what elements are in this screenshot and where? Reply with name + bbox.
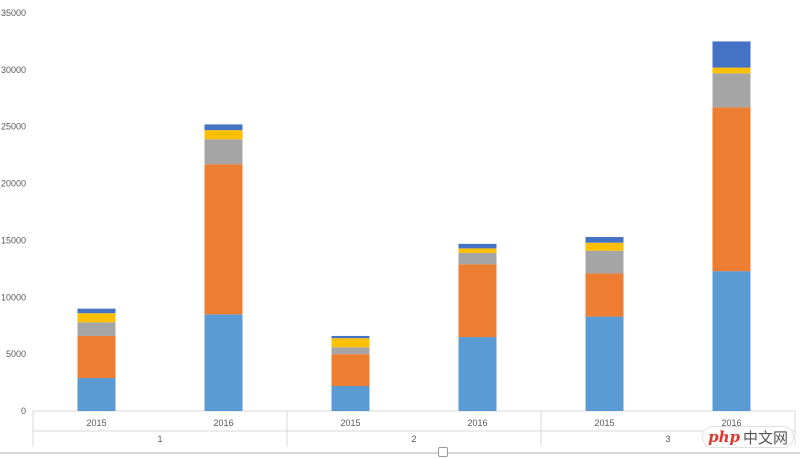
bar-segment-0-0 bbox=[77, 378, 116, 411]
y-tick-label-5: 25000 bbox=[1, 122, 26, 132]
x-group-label-2: 3 bbox=[665, 434, 670, 444]
watermark-text: 中文网 bbox=[742, 428, 788, 447]
bar-segment-5-2 bbox=[712, 73, 751, 108]
bar-segment-5-0 bbox=[712, 271, 751, 411]
watermark: php 中文网 bbox=[702, 426, 794, 448]
watermark-logo: php 中文网 bbox=[702, 426, 794, 448]
bar-segment-2-3 bbox=[331, 338, 370, 348]
scrollbar-thumb[interactable] bbox=[438, 447, 448, 457]
bar-segment-3-4 bbox=[458, 243, 497, 249]
bar-segment-3-2 bbox=[458, 252, 497, 265]
y-tick-label-3: 15000 bbox=[1, 235, 26, 245]
bar-segment-1-4 bbox=[204, 124, 243, 131]
x-category-label-3: 2016 bbox=[467, 418, 487, 428]
y-tick-label-6: 30000 bbox=[1, 65, 26, 75]
bar-segment-2-2 bbox=[331, 347, 370, 355]
y-tick-label-7: 35000 bbox=[1, 8, 26, 18]
bar-segment-4-4 bbox=[585, 237, 624, 243]
bar-segment-0-3 bbox=[77, 313, 116, 323]
bar-segment-4-2 bbox=[585, 250, 624, 274]
bar-segment-2-0 bbox=[331, 385, 370, 411]
x-group-label-1: 2 bbox=[411, 434, 416, 444]
x-category-label-4: 2015 bbox=[594, 418, 614, 428]
y-tick-label-1: 5000 bbox=[6, 349, 26, 359]
bar-segment-0-4 bbox=[77, 308, 116, 314]
bar-segment-5-3 bbox=[712, 67, 751, 74]
bar-segment-3-3 bbox=[458, 248, 497, 253]
bar-segment-1-0 bbox=[204, 314, 243, 411]
bar-segment-2-4 bbox=[331, 335, 370, 339]
bar-segment-5-1 bbox=[712, 107, 751, 272]
y-tick-label-0: 0 bbox=[21, 406, 26, 416]
x-category-label-1: 2016 bbox=[213, 418, 233, 428]
x-category-label-5: 2016 bbox=[721, 418, 741, 428]
bar-segment-2-1 bbox=[331, 354, 370, 386]
bar-segment-4-1 bbox=[585, 273, 624, 317]
bar-segment-3-0 bbox=[458, 337, 497, 411]
bar-segment-1-2 bbox=[204, 139, 243, 165]
horizontal-scrollbar[interactable] bbox=[0, 452, 800, 454]
bar-segment-3-1 bbox=[458, 264, 497, 338]
watermark-brand: php bbox=[708, 428, 740, 446]
bar-segment-1-3 bbox=[204, 130, 243, 140]
y-tick-label-2: 10000 bbox=[1, 292, 26, 302]
x-group-label-0: 1 bbox=[157, 434, 162, 444]
x-category-label-2: 2015 bbox=[340, 418, 360, 428]
y-tick-label-4: 20000 bbox=[1, 179, 26, 189]
bar-segment-1-1 bbox=[204, 164, 243, 315]
bar-segment-4-3 bbox=[585, 242, 624, 251]
bar-segment-0-2 bbox=[77, 322, 116, 336]
bar-segment-0-1 bbox=[77, 335, 116, 379]
bar-segment-4-0 bbox=[585, 316, 624, 411]
bar-segment-5-4 bbox=[712, 41, 751, 68]
x-category-label-0: 2015 bbox=[86, 418, 106, 428]
